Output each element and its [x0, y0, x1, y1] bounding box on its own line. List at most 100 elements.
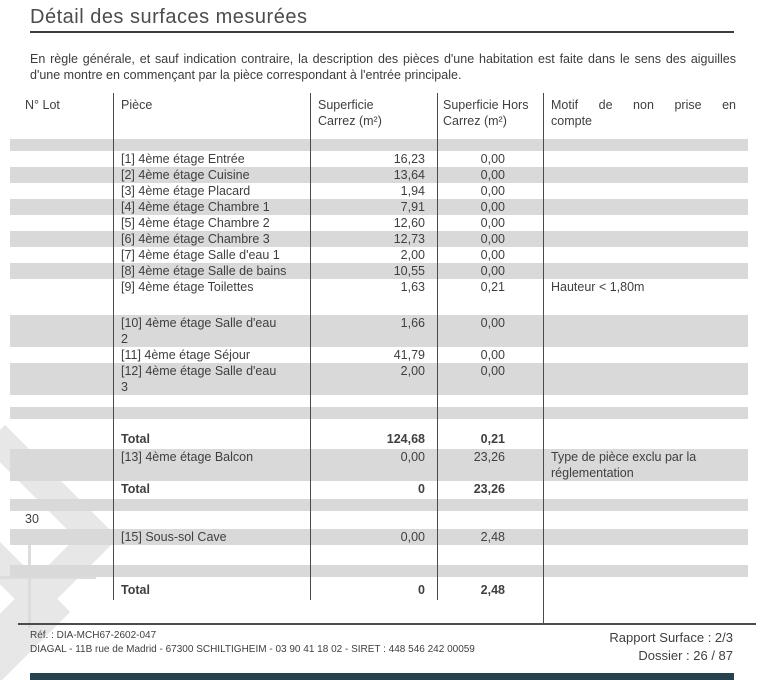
cell-hors — [437, 511, 543, 529]
cell-carrez: 2,00 — [400, 364, 425, 378]
header-motif: Motif de non prise en compte — [551, 98, 736, 128]
cell-carrez: 2,00 — [400, 248, 425, 262]
cell-hors: 0,00 — [480, 152, 505, 166]
surfaces-table: N° Lot Pièce Superficie Carrez (m²) Supe… — [10, 93, 748, 600]
table-row: [6] 4ème étage Chambre 3 12,73 0,00 — [10, 231, 748, 247]
table-row: Total 124,68 0,21 — [10, 431, 748, 449]
cell-hors: 0,00 — [480, 316, 505, 330]
cell-piece: [15] Sous-sol Cave — [121, 530, 227, 544]
cell-piece: [7] 4ème étage Salle d'eau 1 — [121, 248, 280, 262]
cell-hors: 0,21 — [480, 432, 505, 446]
cell-hors: 0,00 — [480, 264, 505, 278]
cell-motif — [543, 247, 748, 263]
cell-lot: 30 — [25, 512, 39, 526]
table-row: Total 0 23,26 — [10, 481, 748, 499]
table-row: [8] 4ème étage Salle de bains 10,55 0,00 — [10, 263, 748, 279]
cell-piece: [4] 4ème étage Chambre 1 — [121, 200, 270, 214]
cell-carrez: 7,91 — [400, 200, 425, 214]
table-row — [10, 419, 748, 431]
cell-piece: [12] 4ème étage Salle d'eau 3 — [121, 364, 277, 394]
column-divider — [310, 93, 311, 600]
cell-carrez: 1,94 — [400, 184, 425, 198]
cell-piece: Total — [121, 583, 150, 597]
cell-piece: [9] 4ème étage Toilettes — [121, 280, 254, 294]
cell-motif — [543, 151, 748, 167]
footer-reference: Réf. : DIA-MCH67-2602-047 — [30, 630, 157, 641]
cell-piece: [10] 4ème étage Salle d'eau 2 — [121, 316, 277, 346]
title-divider — [30, 31, 734, 33]
cell-hors: 23,26 — [473, 450, 505, 464]
cell-motif — [543, 431, 748, 449]
cell-carrez: 10,55 — [393, 264, 425, 278]
cell-motif — [543, 183, 748, 199]
cell-hors: 2,48 — [480, 583, 505, 597]
table-row: [11] 4ème étage Séjour 41,79 0,00 — [10, 347, 748, 363]
cell-piece: Total — [121, 432, 150, 446]
cell-carrez: 16,23 — [393, 152, 425, 166]
cell-lot — [10, 183, 113, 199]
footer-company-line: DIAGAL - 11B rue de Madrid - 67300 SCHIL… — [30, 644, 475, 655]
cell-hors: 0,00 — [480, 248, 505, 262]
cell-carrez: 1,66 — [400, 316, 425, 330]
column-divider-tick — [543, 600, 544, 623]
table-header-row: N° Lot Pièce Superficie Carrez (m²) Supe… — [10, 93, 748, 139]
cell-motif — [543, 263, 748, 279]
table-row — [10, 295, 748, 315]
cell-piece: [11] 4ème étage Séjour — [121, 348, 251, 362]
table-row — [10, 545, 748, 565]
cell-motif — [543, 363, 748, 395]
cell-motif — [543, 231, 748, 247]
cell-lot — [10, 263, 113, 279]
cell-lot — [10, 582, 113, 600]
cell-lot — [10, 481, 113, 499]
cell-lot — [10, 347, 113, 363]
footer-dossier: Dossier : 26 / 87 — [638, 648, 733, 663]
cell-carrez: 13,64 — [393, 168, 425, 182]
cell-lot — [10, 199, 113, 215]
cell-piece: [6] 4ème étage Chambre 3 — [121, 232, 270, 246]
cell-lot — [10, 167, 113, 183]
column-divider — [437, 93, 438, 600]
cell-hors: 0,00 — [480, 348, 505, 362]
cell-lot — [10, 215, 113, 231]
cell-motif — [543, 167, 748, 183]
cell-carrez: 124,68 — [386, 432, 425, 446]
header-lot: N° Lot — [25, 98, 60, 112]
table-row: [2] 4ème étage Cuisine 13,64 0,00 — [10, 167, 748, 183]
cell-motif — [543, 199, 748, 215]
plus-watermark-icon — [28, 538, 31, 628]
cell-carrez: 0 — [418, 583, 425, 597]
table-row — [10, 499, 748, 511]
cell-piece: [3] 4ème étage Placard — [121, 184, 251, 198]
footer-divider — [18, 623, 756, 625]
cell-piece: [8] 4ème étage Salle de bains — [121, 264, 287, 278]
cell-piece: [5] 4ème étage Chambre 2 — [121, 216, 270, 230]
cell-lot — [10, 529, 113, 545]
table-row: [9] 4ème étage Toilettes 1,63 0,21 Hauteur … — [10, 279, 748, 295]
table-row: [4] 4ème étage Chambre 1 7,91 0,00 — [10, 199, 748, 215]
header-hors: Superficie Hors Carrez (m²) — [443, 98, 529, 128]
table-row: [7] 4ème étage Salle d'eau 1 2,00 0,00 — [10, 247, 748, 263]
cell-hors: 2,48 — [480, 530, 505, 544]
cell-carrez: 1,63 — [400, 280, 425, 294]
cell-lot — [10, 431, 113, 449]
cell-hors: 0,00 — [480, 184, 505, 198]
table-row: [12] 4ème étage Salle d'eau 3 2,00 0,00 — [10, 363, 748, 395]
cell-piece: Total — [121, 482, 150, 496]
cell-hors: 0,00 — [480, 232, 505, 246]
intro-paragraph: En règle générale, et sauf indication co… — [30, 52, 736, 82]
cell-carrez: 41,79 — [393, 348, 425, 362]
table-row — [10, 139, 748, 151]
cell-hors: 0,00 — [480, 168, 505, 182]
cell-lot — [10, 363, 113, 395]
cell-motif: Hauteur < 1,80m — [551, 280, 645, 294]
table-body: [1] 4ème étage Entrée 16,23 0,00 [2] 4ème é… — [10, 139, 748, 600]
cell-carrez: 0,00 — [400, 530, 425, 544]
cell-motif — [543, 529, 748, 545]
column-divider — [113, 93, 114, 600]
cell-motif — [543, 511, 748, 529]
cell-carrez: 12,60 — [393, 216, 425, 230]
header-carrez: Superficie Carrez (m²) — [318, 98, 382, 128]
cell-motif — [543, 582, 748, 600]
